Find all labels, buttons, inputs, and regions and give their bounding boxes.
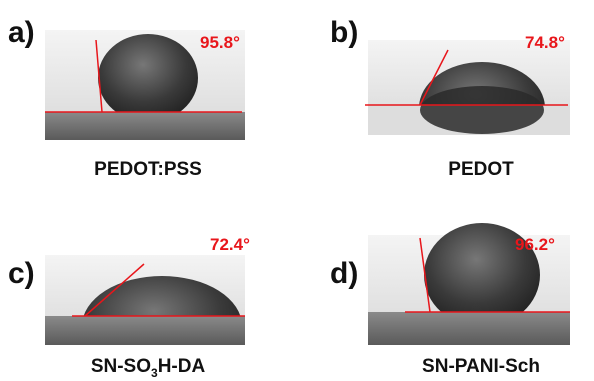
photo-b <box>365 40 570 154</box>
caption-text: PEDOT:PSS <box>94 159 202 180</box>
panel-label: a) <box>8 16 35 49</box>
caption-text: PEDOT <box>448 159 514 180</box>
angle-label: 95.8° <box>200 33 240 52</box>
angle-label: 72.4° <box>210 235 250 254</box>
panel-label: d) <box>330 257 358 290</box>
caption: PEDOT:PSS <box>94 159 202 180</box>
figure: a) b) c) d) 95.8° 74.8° 72.4° 96.2° PEDO… <box>0 0 594 381</box>
panel-label: b) <box>330 16 358 49</box>
angle-label: 74.8° <box>525 33 565 52</box>
caption: PEDOT <box>448 159 514 180</box>
caption: SN-SO3H-DA <box>91 356 206 380</box>
caption: SN-PANI-Sch <box>422 356 540 377</box>
caption-text: SN-PANI-Sch <box>422 356 540 377</box>
caption-text: SN-SO <box>91 356 151 377</box>
caption-text: H-DA <box>158 356 206 377</box>
panel-label: c) <box>8 257 35 290</box>
angle-label: 96.2° <box>515 235 555 254</box>
